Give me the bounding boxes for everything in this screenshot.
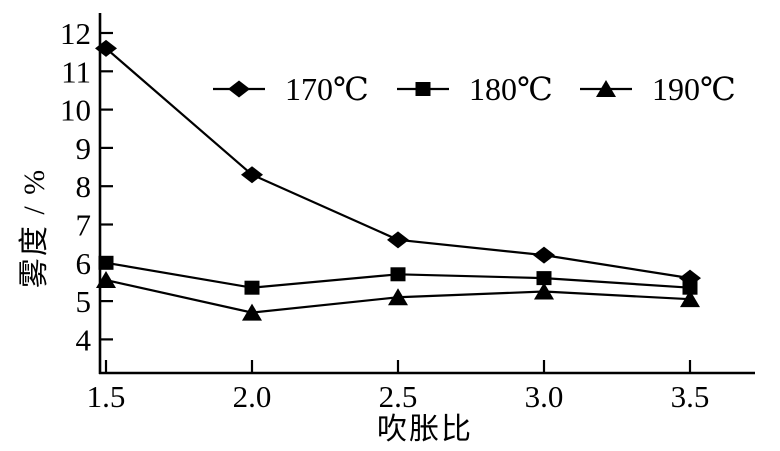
series-190-marker-triangle	[680, 290, 700, 308]
x-axis-title: 吹胀比	[377, 413, 473, 446]
series-180-marker-square	[390, 267, 406, 282]
x-tick-label: 3.0	[525, 379, 564, 414]
legend-square-icon	[415, 82, 431, 96]
series-170-marker-diamond	[241, 166, 263, 184]
legend-label: 170℃	[285, 71, 369, 107]
y-tick-label: 5	[76, 284, 92, 319]
legend: 170℃ 180℃ 190℃	[213, 71, 736, 107]
series-190	[96, 271, 700, 321]
x-tick-label: 1.5	[87, 379, 126, 414]
series-190-marker-triangle	[534, 282, 554, 300]
series-190-marker-triangle	[242, 303, 262, 321]
legend-triangle-icon	[596, 80, 616, 97]
series-180-marker-square	[244, 280, 260, 295]
legend-item-180: 180℃	[397, 71, 553, 107]
y-tick-label: 4	[76, 322, 92, 357]
series-170-marker-diamond	[95, 39, 117, 57]
series-190-marker-triangle	[388, 288, 408, 306]
y-tick-label: 11	[61, 54, 91, 89]
legend-diamond-icon	[228, 80, 250, 98]
y-tick-label: 8	[76, 169, 92, 204]
series-170	[95, 39, 701, 287]
series-190-marker-triangle	[96, 271, 116, 289]
y-tick-label: 9	[76, 131, 92, 166]
series-180-marker-square	[682, 280, 698, 295]
legend-item-190: 190℃	[580, 71, 736, 107]
y-tick-label: 12	[60, 16, 91, 51]
y-tick-label: 6	[76, 246, 92, 281]
legend-label: 180℃	[469, 71, 553, 107]
legend-item-170: 170℃	[213, 71, 369, 107]
y-tick-label: 7	[76, 208, 92, 243]
series-170-marker-diamond	[387, 231, 409, 249]
series-180-marker-square	[98, 255, 114, 270]
x-tick-label: 3.5	[671, 379, 710, 414]
x-tick-label: 2.0	[233, 379, 272, 414]
x-tick-label: 2.5	[379, 379, 418, 414]
series-170-marker-diamond	[533, 246, 555, 264]
series-180	[98, 255, 698, 295]
series-180-marker-square	[536, 271, 552, 286]
y-tick-label: 10	[60, 93, 91, 128]
legend-label: 190℃	[652, 71, 736, 107]
y-axis-title: 雾度 / %	[18, 168, 51, 288]
